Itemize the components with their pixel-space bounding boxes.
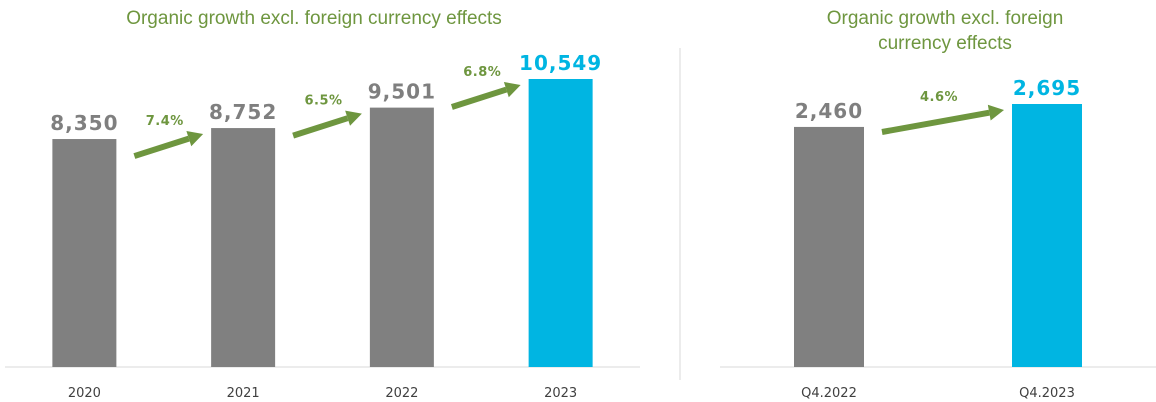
growth-arrow-shaft — [881, 109, 990, 135]
growth-arrow-head — [987, 104, 1004, 121]
bar-2023 — [528, 79, 593, 367]
growth-label: 4.6% — [920, 90, 958, 105]
growth-label: 7.4% — [146, 114, 184, 129]
growth-arrow-shaft — [133, 135, 190, 159]
bar-Q4.2022 — [794, 126, 864, 367]
chart-title-line-1: Organic growth excl. foreign — [827, 8, 1064, 29]
chart-title: Organic growth excl. foreign currency ef… — [126, 8, 502, 29]
growth-label: 6.5% — [304, 94, 342, 109]
x-tick-label-Q4.2023: Q4.2023 — [1019, 386, 1075, 401]
x-tick-label-2020: 2020 — [68, 386, 101, 401]
x-tick-label-2021: 2021 — [227, 386, 260, 401]
annual-growth-chart: Organic growth excl. foreign currency ef… — [5, 8, 640, 401]
bar-2021 — [211, 128, 276, 367]
value-label-Q4.2023: 2,695 — [1013, 76, 1081, 100]
bar-Q4.2023 — [1012, 104, 1082, 367]
growth-arrow-head — [186, 131, 204, 147]
bar-2022 — [369, 107, 434, 367]
value-label-2020: 8,350 — [50, 111, 118, 135]
quarterly-growth-chart: Organic growth excl. foreign currency ef… — [720, 8, 1156, 401]
value-label-2021: 8,752 — [209, 100, 277, 124]
value-label-2022: 9,501 — [368, 80, 436, 104]
chart-title-line-2: currency effects — [878, 33, 1012, 54]
value-label-2023: 10,549 — [519, 51, 602, 75]
growth-label: 6.8% — [463, 65, 501, 80]
value-label-Q4.2022: 2,460 — [795, 99, 863, 123]
growth-arrow-head — [345, 110, 362, 126]
x-tick-label-2023: 2023 — [544, 386, 577, 401]
x-tick-label-2022: 2022 — [385, 386, 418, 401]
growth-arrow-head — [503, 81, 521, 98]
growth-arrow-shaft — [450, 86, 508, 110]
bar-2020 — [52, 139, 117, 367]
x-tick-label-Q4.2022: Q4.2022 — [801, 386, 857, 401]
growth-arrow-shaft — [292, 115, 349, 139]
